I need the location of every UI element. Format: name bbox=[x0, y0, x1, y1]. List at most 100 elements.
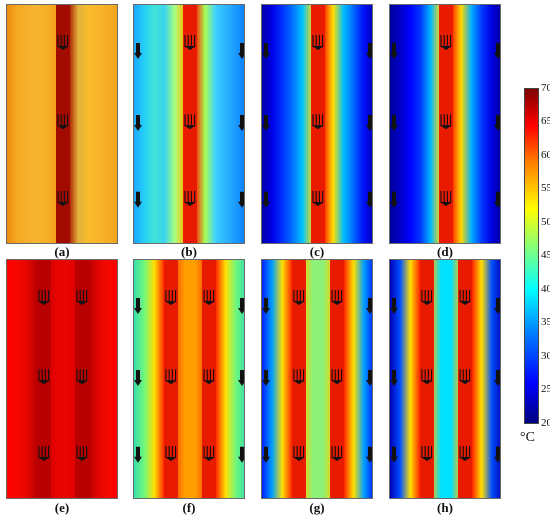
field-gradient bbox=[390, 260, 500, 498]
wall-flow-arrow bbox=[494, 298, 500, 314]
hot-channel bbox=[56, 5, 70, 243]
wall-flow-arrow bbox=[390, 115, 398, 131]
wall-flow-arrow bbox=[494, 191, 500, 208]
flow-arrow-marker bbox=[164, 369, 177, 385]
field-gradient bbox=[262, 260, 372, 498]
hot-channel bbox=[311, 5, 325, 243]
panel-label-c: (c) bbox=[309, 244, 325, 259]
flow-arrow-marker bbox=[76, 369, 89, 385]
flow-arrow-marker bbox=[312, 35, 324, 50]
wall-flow-arrow bbox=[238, 43, 244, 59]
flow-arrow-marker bbox=[331, 369, 344, 385]
panel-d bbox=[389, 4, 501, 244]
flow-arrow-marker bbox=[292, 290, 305, 305]
wall-flow-arrow bbox=[494, 115, 500, 131]
wall-flow-arrow bbox=[366, 446, 372, 463]
hot-channel bbox=[163, 260, 178, 498]
wall-flow-arrow bbox=[390, 191, 398, 208]
hot-channel bbox=[458, 260, 473, 498]
colorbar-tick: 50 bbox=[541, 216, 550, 228]
wall-flow-arrow bbox=[366, 191, 372, 208]
temperature-field bbox=[390, 5, 500, 243]
colorbar-tick: 60 bbox=[541, 149, 550, 161]
wall-flow-arrow bbox=[134, 298, 142, 314]
panel-b bbox=[133, 4, 245, 244]
panel-label-d: (d) bbox=[437, 244, 453, 259]
panel-f bbox=[133, 259, 245, 499]
colorbar-tick: 25 bbox=[541, 383, 550, 395]
temperature-field bbox=[134, 5, 244, 243]
flow-arrow-marker bbox=[164, 446, 177, 461]
wall-flow-arrow bbox=[262, 115, 270, 131]
flow-arrow-marker bbox=[184, 114, 196, 130]
wall-flow-arrow bbox=[238, 370, 244, 386]
flow-arrow-marker bbox=[459, 290, 472, 305]
colorbar-tick: 30 bbox=[541, 350, 550, 362]
field-gradient bbox=[134, 260, 244, 498]
hot-channel bbox=[36, 260, 51, 498]
panel-h bbox=[389, 259, 501, 499]
flow-arrow-marker bbox=[57, 35, 69, 50]
wall-flow-arrow bbox=[238, 298, 244, 314]
wall-flow-arrow bbox=[134, 191, 142, 208]
flow-arrow-marker bbox=[459, 369, 472, 385]
wall-flow-arrow bbox=[134, 43, 142, 59]
panel-c bbox=[261, 4, 373, 244]
hot-channel bbox=[202, 260, 217, 498]
flow-arrow-marker bbox=[76, 290, 89, 305]
wall-flow-arrow bbox=[366, 370, 372, 386]
flow-arrow-marker bbox=[37, 290, 50, 305]
hot-channel bbox=[330, 260, 345, 498]
panel-label-h: (h) bbox=[437, 500, 453, 515]
colorbar-tick: 70 bbox=[541, 82, 550, 94]
flow-arrow-marker bbox=[292, 369, 305, 385]
flow-arrow-marker bbox=[292, 446, 305, 461]
flow-arrow-marker bbox=[37, 446, 50, 461]
wall-flow-arrow bbox=[390, 43, 398, 59]
hot-channel bbox=[419, 260, 434, 498]
colorbar-tick: 35 bbox=[541, 316, 550, 328]
wall-flow-arrow bbox=[494, 446, 500, 463]
flow-arrow-marker bbox=[420, 369, 433, 385]
panel-e bbox=[6, 259, 118, 499]
wall-flow-arrow bbox=[390, 446, 398, 463]
flow-arrow-marker bbox=[312, 114, 324, 130]
colorbar-tick: 55 bbox=[541, 182, 550, 194]
flow-arrow-marker bbox=[203, 290, 216, 305]
flow-arrow-marker bbox=[312, 191, 324, 206]
temperature-field bbox=[7, 260, 117, 498]
wall-flow-arrow bbox=[390, 298, 398, 314]
temperature-field bbox=[134, 260, 244, 498]
panel-label-f: (f) bbox=[182, 500, 196, 515]
wall-flow-arrow bbox=[262, 446, 270, 463]
colorbar-tick: 45 bbox=[541, 249, 550, 261]
flow-arrow-marker bbox=[37, 369, 50, 385]
wall-flow-arrow bbox=[134, 446, 142, 463]
flow-arrow-marker bbox=[440, 191, 452, 206]
temperature-field bbox=[262, 260, 372, 498]
wall-flow-arrow bbox=[494, 370, 500, 386]
flow-arrow-marker bbox=[203, 369, 216, 385]
flow-arrow-marker bbox=[440, 114, 452, 130]
wall-flow-arrow bbox=[366, 298, 372, 314]
panel-label-g: (g) bbox=[309, 500, 325, 515]
hot-channel bbox=[75, 260, 90, 498]
wall-flow-arrow bbox=[494, 43, 500, 59]
colorbar-tick: 65 bbox=[541, 115, 550, 127]
flow-arrow-marker bbox=[76, 446, 89, 461]
temperature-field bbox=[262, 5, 372, 243]
wall-flow-arrow bbox=[262, 298, 270, 314]
wall-flow-arrow bbox=[262, 43, 270, 59]
flow-arrow-marker bbox=[420, 446, 433, 461]
flow-arrow-marker bbox=[331, 446, 344, 461]
colorbar-tick: 20 bbox=[541, 417, 550, 429]
wall-flow-arrow bbox=[366, 115, 372, 131]
colorbar bbox=[524, 88, 539, 424]
wall-flow-arrow bbox=[390, 370, 398, 386]
flow-arrow-marker bbox=[440, 35, 452, 50]
hot-channel bbox=[183, 5, 197, 243]
panel-label-e: (e) bbox=[54, 500, 70, 515]
flow-arrow-marker bbox=[164, 290, 177, 305]
temperature-field bbox=[7, 5, 117, 243]
temperature-field bbox=[390, 260, 500, 498]
